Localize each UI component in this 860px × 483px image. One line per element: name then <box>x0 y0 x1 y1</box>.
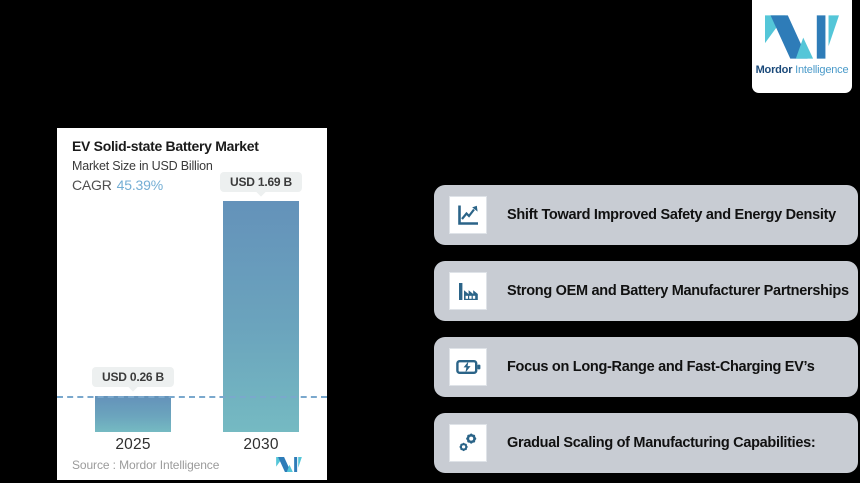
factory-icon <box>459 283 478 300</box>
value-label-pill: USD 0.26 B <box>91 367 175 387</box>
trend-card: Focus on Long-Range and Fast-Charging EV… <box>434 337 858 397</box>
bar-chart-plot: USD 0.26 B USD 1.69 B <box>57 128 327 432</box>
cagr-label: CAGR <box>72 177 112 193</box>
x-axis-label: 2030 <box>243 436 279 453</box>
cagr-line: CAGR 45.39% <box>72 177 163 193</box>
trend-label: Shift Toward Improved Safety and Energy … <box>507 207 836 223</box>
trend-icon-box <box>449 272 487 310</box>
gears-icon <box>459 433 477 451</box>
dashed-reference-line <box>57 396 327 398</box>
chart-bar <box>223 201 299 432</box>
battery-charging-icon <box>456 359 481 375</box>
trend-label: Focus on Long-Range and Fast-Charging EV… <box>507 359 815 375</box>
trend-card: Gradual Scaling of Manufacturing Capabil… <box>434 413 858 473</box>
mordor-logo-mini-icon <box>276 457 302 472</box>
brand-name-light: Intelligence <box>795 64 849 76</box>
trend-card: Shift Toward Improved Safety and Energy … <box>434 185 858 245</box>
source-credit: Source : Mordor Intelligence <box>72 458 220 472</box>
chart-subtitle: Market Size in USD Billion <box>72 159 213 173</box>
trend-icon-box <box>449 424 487 462</box>
chart-panel: USD 0.26 B USD 1.69 B EV Solid-state Bat… <box>57 128 327 480</box>
mordor-logo-icon <box>765 15 839 59</box>
trend-icon-box <box>449 348 487 386</box>
value-label-pill: USD 1.69 B <box>219 172 303 192</box>
chart-title: EV Solid-state Battery Market <box>72 138 259 154</box>
brand-name-bold: Mordor <box>755 64 793 76</box>
line-chart-icon <box>458 205 478 225</box>
brand-wordmark: Mordor Intelligence <box>756 64 849 76</box>
trend-icon-box <box>449 196 487 234</box>
chart-bar <box>95 396 171 432</box>
x-axis-label: 2025 <box>115 436 151 453</box>
trend-label: Strong OEM and Battery Manufacturer Part… <box>507 283 849 299</box>
trend-label: Gradual Scaling of Manufacturing Capabil… <box>507 435 816 451</box>
cagr-value: 45.39% <box>116 177 163 193</box>
trend-card: Strong OEM and Battery Manufacturer Part… <box>434 261 858 321</box>
brand-logo-box: Mordor Intelligence <box>752 0 852 93</box>
